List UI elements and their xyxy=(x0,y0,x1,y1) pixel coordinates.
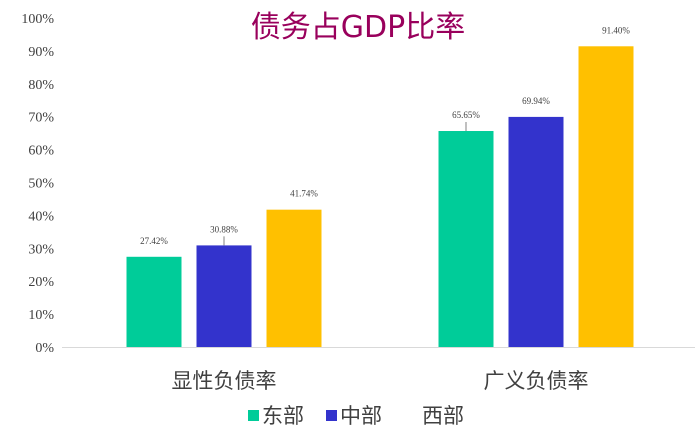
legend-swatch xyxy=(326,410,337,421)
y-tick-label: 100% xyxy=(21,12,54,27)
y-tick-label: 0% xyxy=(35,341,54,356)
category-labels: 显性负债率 广义负债率 xyxy=(172,369,589,393)
data-label: 30.88% xyxy=(210,224,238,234)
legend-label: 东部 xyxy=(262,404,304,428)
bar xyxy=(578,46,634,347)
bar xyxy=(126,256,182,347)
data-label: 69.94% xyxy=(522,96,550,106)
chart-title: 债务占GDP比率 xyxy=(251,10,465,45)
y-tick-label: 40% xyxy=(28,209,54,224)
y-tick-label: 80% xyxy=(28,78,54,93)
bar xyxy=(196,245,252,347)
y-tick-label: 60% xyxy=(28,144,54,159)
bar xyxy=(266,209,322,347)
bar xyxy=(438,131,494,347)
y-tick-label: 70% xyxy=(28,111,54,126)
y-axis: 0% 10% 20% 30% 40% 50% 60% 70% 80% 90% 100% xyxy=(21,12,695,356)
y-tick-label: 90% xyxy=(28,45,54,60)
y-tick-label: 20% xyxy=(28,275,54,290)
bar xyxy=(508,116,564,347)
bars-group xyxy=(126,46,634,347)
data-label: 27.42% xyxy=(140,236,168,246)
data-label: 41.74% xyxy=(290,189,318,199)
y-tick-label: 50% xyxy=(28,177,54,192)
data-label: 65.65% xyxy=(452,110,480,120)
category-label: 广义负债率 xyxy=(484,369,589,393)
legend-label: 中部 xyxy=(340,404,382,428)
data-labels-group: 27.42% 30.88% 41.74% 65.65% 69.94% 91.40% xyxy=(140,25,630,245)
legend-label: 西部 xyxy=(422,404,464,428)
y-tick-label: 10% xyxy=(28,308,54,323)
y-tick-label: 30% xyxy=(28,242,54,257)
category-label: 显性负债率 xyxy=(172,369,277,393)
legend-swatch xyxy=(248,410,259,421)
data-label: 91.40% xyxy=(602,25,630,35)
legend: 东部 中部 西部 xyxy=(248,404,464,428)
